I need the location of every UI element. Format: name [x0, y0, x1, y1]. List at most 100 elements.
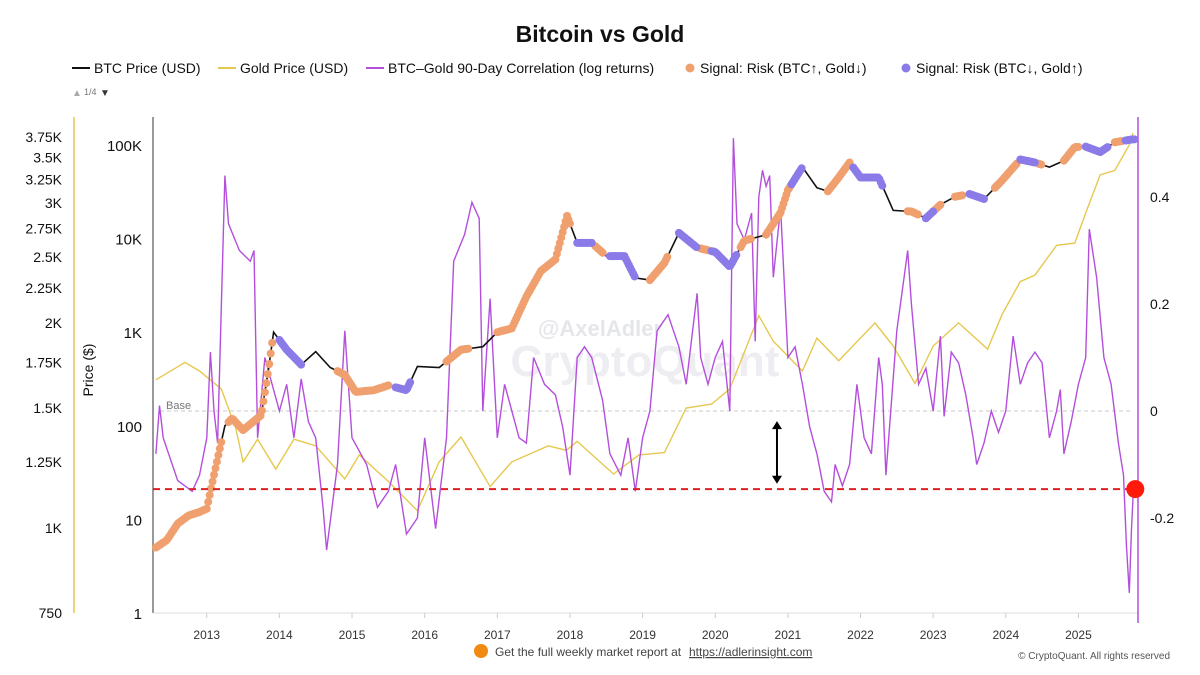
x-tick-label: 2025 — [1065, 628, 1092, 642]
gold-tick-label: 1.5K — [33, 400, 62, 416]
gold-tick-label: 1.25K — [25, 454, 62, 470]
signal-risk-btc-down-marker — [980, 194, 989, 203]
signal-risk-btc-down-marker — [692, 243, 701, 252]
signal-risk-btc-down-marker — [297, 360, 306, 369]
legend-prev-icon[interactable]: ▲ — [72, 88, 82, 99]
gold-tick-label: 2.25K — [25, 280, 62, 296]
x-tick-label: 2014 — [266, 628, 293, 642]
signal-risk-btc-up-marker — [263, 370, 272, 379]
correlation-tick-label: 0 — [1150, 403, 1158, 419]
btc-tick-label: 10K — [115, 232, 142, 249]
x-tick-label: 2019 — [629, 628, 656, 642]
watermark-brand: CryptoQuant — [511, 337, 780, 386]
signal-risk-btc-up-marker — [663, 252, 672, 261]
signal-risk-btc-up-marker — [1037, 160, 1046, 169]
legend-item-signal-down[interactable]: Signal: Risk (BTC↓, Gold↑) — [901, 60, 1083, 76]
legend: BTC Price (USD) Gold Price (USD) BTC–Gol… — [72, 60, 1082, 99]
legend-item-btc[interactable]: BTC Price (USD) — [72, 60, 201, 76]
signal-risk-btc-up-marker — [268, 338, 277, 347]
signal-risk-btc-up-marker — [565, 219, 574, 228]
signal-risk-btc-up-marker — [1074, 142, 1083, 151]
legend-item-signal-up[interactable]: Signal: Risk (BTC↑, Gold↓) — [685, 60, 867, 76]
legend-label: Signal: Risk (BTC↑, Gold↓) — [700, 60, 866, 76]
promo-text: Get the full weekly market report at — [495, 645, 682, 659]
btc-tick-label: 10 — [125, 512, 142, 529]
legend-item-gold[interactable]: Gold Price (USD) — [218, 60, 348, 76]
signal-risk-btc-down-marker — [732, 251, 741, 260]
base-label: Base — [166, 400, 191, 412]
correlation-tick-label: -0.2 — [1150, 510, 1174, 526]
gold-tick-label: 3.75K — [25, 129, 62, 145]
promo-coin-icon — [474, 644, 488, 658]
gold-tick-label: 2.5K — [33, 249, 62, 265]
signal-risk-btc-up-marker — [598, 248, 607, 257]
correlation-tick-label: 0.4 — [1150, 189, 1170, 205]
btc-tick-label: 1K — [124, 325, 142, 342]
legend-label: Signal: Risk (BTC↓, Gold↑) — [916, 60, 1082, 76]
gold-tick-label: 2K — [45, 315, 63, 331]
gold-tick-label: 1K — [45, 520, 63, 536]
signal-risk-btc-down-marker — [587, 238, 596, 247]
signal-risk-btc-up-marker — [259, 397, 268, 406]
signal-risk-btc-up-marker — [211, 464, 220, 473]
signal-risk-btc-down-marker — [878, 181, 887, 190]
signal-risk-btc-up-marker — [913, 210, 922, 219]
signal-risk-btc-up-marker — [257, 406, 266, 415]
correlation-line — [155, 138, 1135, 593]
arrow-up-head — [771, 421, 782, 430]
signal-risk-btc-up-marker — [215, 444, 224, 453]
gold-tick-label: 3K — [45, 195, 63, 211]
x-tick-label: 2017 — [484, 628, 511, 642]
gold-tick-label: 3.5K — [33, 149, 62, 165]
btc-tick-label: 1 — [134, 606, 142, 623]
signal-risk-btc-up-marker — [210, 470, 219, 479]
signal-risk-btc-up-marker — [260, 388, 269, 397]
legend-item-correlation[interactable]: BTC–Gold 90-Day Correlation (log returns… — [366, 60, 654, 76]
gold-tick-label: 2.75K — [25, 221, 62, 237]
y-axis-label: Price ($) — [80, 344, 96, 397]
signal-risk-btc-up-marker — [746, 234, 755, 243]
promo-link[interactable]: https://adlerinsight.com — [689, 645, 812, 659]
gold-tick-label: 750 — [39, 605, 63, 621]
btc-tick-label: 100 — [117, 419, 142, 436]
x-tick-label: 2016 — [411, 628, 438, 642]
x-tick-label: 2022 — [847, 628, 874, 642]
current-correlation-marker — [1126, 480, 1145, 499]
x-tick-label: 2024 — [992, 628, 1019, 642]
signal-risk-btc-up-marker — [464, 344, 473, 353]
legend-label: Gold Price (USD) — [240, 60, 348, 76]
signal-risk-btc-down-marker — [1103, 143, 1112, 152]
arrow-down-head — [771, 475, 782, 484]
signal-risk-btc-down-marker — [1130, 135, 1139, 144]
signal-risk-btc-up-marker — [936, 200, 945, 209]
signal-risk-btc-up-marker — [207, 484, 216, 493]
signal-risk-btc-up-marker — [214, 451, 223, 460]
signal-risk-btc-down-marker — [797, 164, 806, 173]
chart-title: Bitcoin vs Gold — [516, 21, 685, 47]
signal-risk-btc-up-marker — [958, 191, 967, 200]
watermark: @AxelAdler CryptoQuant — [511, 316, 780, 386]
x-tick-label: 2013 — [193, 628, 220, 642]
x-tick-label: 2015 — [339, 628, 366, 642]
correlation-tick-label: 0.2 — [1150, 296, 1170, 312]
legend-next-icon[interactable]: ▼ — [100, 88, 110, 99]
signal-risk-btc-up-marker — [204, 497, 213, 506]
btc-tick-label: 100K — [107, 138, 142, 155]
gold-price-line — [155, 132, 1134, 512]
gold-tick-label: 1.75K — [25, 354, 62, 370]
legend-label: BTC Price (USD) — [94, 60, 201, 76]
legend-label: BTC–Gold 90-Day Correlation (log returns… — [388, 60, 654, 76]
signal-risk-btc-up-marker — [262, 379, 271, 388]
legend-pager: 1/4 — [84, 87, 97, 97]
signal-risk-btc-up-marker — [212, 457, 221, 466]
x-tick-label: 2023 — [920, 628, 947, 642]
watermark-handle: @AxelAdler — [538, 316, 663, 341]
signal-risk-btc-up-marker — [384, 381, 393, 390]
signal-risk-btc-up-marker — [202, 504, 211, 513]
footer: Get the full weekly market report at htt… — [474, 644, 1170, 662]
signal-risk-btc-up-marker — [266, 349, 275, 358]
signal-risk-btc-up-marker — [217, 438, 226, 447]
x-tick-label: 2020 — [702, 628, 729, 642]
signal-risk-btc-down-marker — [406, 378, 415, 387]
